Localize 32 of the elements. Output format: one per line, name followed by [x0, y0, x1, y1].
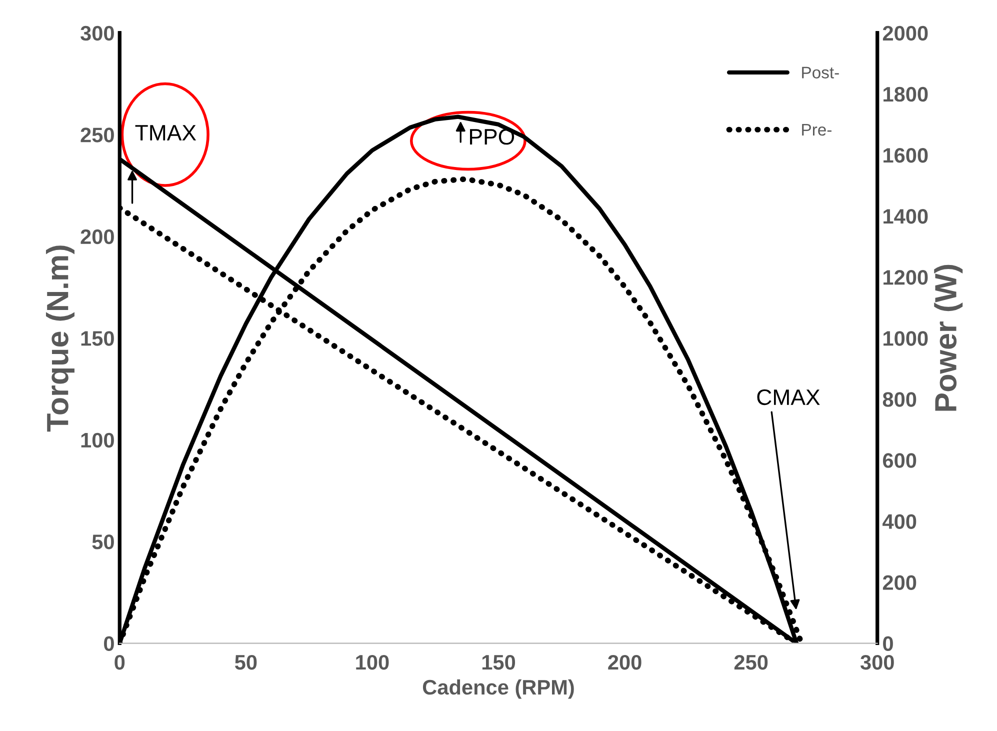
x-tick-label: 100 — [356, 654, 389, 670]
annotation: TMAX — [135, 125, 196, 140]
y2-tick-label: 1400 — [884, 209, 928, 224]
x-tick-label: 200 — [608, 654, 642, 670]
x-axis-title: Cadence (RPM) — [422, 679, 574, 699]
y2-tick-label: 1800 — [884, 86, 928, 102]
y-tick-label: 100 — [81, 432, 114, 448]
y2-tick-label: 600 — [882, 453, 916, 468]
x-tick-label: 300 — [860, 654, 894, 670]
y2-axis-title: Power (W) — [934, 264, 963, 411]
legend-label: Pre- — [802, 124, 832, 136]
y-tick-label: 250 — [80, 128, 114, 142]
x-tick-label: 50 — [234, 654, 257, 670]
annotation: CMAX — [757, 389, 820, 406]
y-tick-label: 50 — [92, 534, 114, 550]
y-tick-label: 0 — [104, 636, 114, 652]
legend-label: Post- — [802, 66, 839, 78]
x-tick-label: 250 — [734, 654, 768, 670]
y-tick-label: 200 — [80, 229, 114, 244]
x-tick-label: 150 — [482, 654, 516, 670]
y2-tick-label: 1600 — [884, 148, 928, 163]
y2-tick-label: 800 — [882, 392, 916, 407]
x-tick-label: 0 — [114, 654, 125, 670]
y2-tick-label: 1000 — [884, 331, 928, 346]
y2-tick-label: 2000 — [882, 26, 928, 41]
y2-tick-label: 1200 — [884, 270, 928, 285]
y2-tick-label: 200 — [882, 575, 916, 590]
y2-tick-label: 400 — [882, 514, 916, 529]
y-tick-label: 150 — [81, 331, 114, 346]
y-tick-label: 300 — [80, 26, 114, 41]
y2-tick-label: 0 — [883, 636, 893, 652]
y-axis-title: Torque (N.m) — [46, 246, 74, 432]
